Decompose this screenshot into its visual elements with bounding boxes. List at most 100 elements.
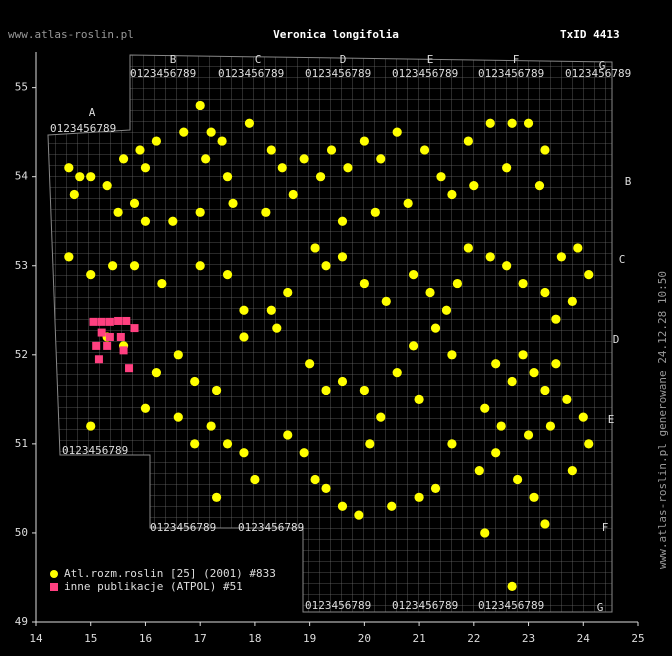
point bbox=[261, 207, 271, 217]
point bbox=[116, 333, 125, 341]
point bbox=[414, 492, 424, 502]
point bbox=[485, 118, 495, 128]
point bbox=[425, 287, 435, 298]
point bbox=[529, 368, 539, 378]
atpol-letter: F bbox=[602, 521, 609, 534]
y-tick-label: 54 bbox=[15, 170, 29, 183]
point bbox=[113, 207, 123, 217]
point bbox=[359, 278, 369, 289]
point bbox=[135, 145, 145, 155]
atpol-letter: B bbox=[625, 175, 632, 188]
x-tick-label: 16 bbox=[139, 632, 152, 645]
point bbox=[387, 501, 397, 511]
point bbox=[151, 368, 161, 378]
point bbox=[337, 501, 348, 511]
point bbox=[376, 154, 386, 164]
point bbox=[452, 278, 462, 289]
site: www.atlas-roslin.pl bbox=[8, 28, 134, 41]
point bbox=[75, 172, 85, 182]
point bbox=[97, 328, 106, 337]
legend-label: inne publikacje (ATPOL) #51 bbox=[64, 580, 243, 593]
point bbox=[195, 100, 205, 111]
atpol-digits: 0123456789 bbox=[62, 444, 128, 457]
point bbox=[370, 207, 380, 217]
point bbox=[518, 278, 528, 289]
point bbox=[272, 323, 282, 333]
point bbox=[584, 270, 594, 280]
point bbox=[513, 474, 523, 485]
point bbox=[190, 439, 200, 449]
point bbox=[206, 421, 216, 431]
point bbox=[266, 145, 276, 155]
x-tick-label: 25 bbox=[631, 632, 644, 645]
point bbox=[337, 252, 348, 262]
point bbox=[529, 492, 539, 502]
point bbox=[321, 261, 331, 271]
point bbox=[212, 492, 222, 502]
atpol-letter: D bbox=[340, 53, 347, 66]
point bbox=[108, 261, 118, 271]
point bbox=[222, 270, 233, 280]
atpol-letter: G bbox=[599, 59, 606, 72]
atpol-letter: E bbox=[427, 53, 434, 66]
point bbox=[562, 394, 572, 404]
y-tick-label: 49 bbox=[15, 615, 28, 628]
atpol-digits: 0123456789 bbox=[305, 67, 371, 80]
point bbox=[496, 421, 506, 431]
point bbox=[430, 323, 441, 333]
point bbox=[469, 180, 479, 191]
point bbox=[299, 448, 309, 458]
point bbox=[266, 305, 276, 315]
point bbox=[463, 136, 473, 146]
point bbox=[540, 385, 550, 396]
point bbox=[343, 163, 353, 173]
point bbox=[381, 296, 391, 306]
point bbox=[414, 394, 424, 404]
point bbox=[326, 145, 337, 155]
point bbox=[69, 189, 79, 200]
point bbox=[103, 341, 112, 350]
atpol-digits: 0123456789 bbox=[238, 521, 304, 534]
atpol-letter: E bbox=[608, 413, 615, 426]
atpol-letter: A bbox=[89, 106, 96, 119]
chart-title: Veronica longifolia bbox=[273, 28, 399, 41]
point bbox=[250, 474, 260, 485]
x-tick-label: 21 bbox=[412, 632, 425, 645]
point bbox=[359, 385, 369, 396]
x-tick-label: 22 bbox=[467, 632, 480, 645]
point bbox=[283, 430, 293, 440]
point bbox=[64, 252, 74, 262]
point bbox=[173, 350, 183, 360]
point bbox=[140, 216, 151, 226]
point bbox=[578, 412, 588, 422]
atpol-digits: 0123456789 bbox=[392, 599, 458, 612]
point bbox=[86, 421, 96, 431]
point bbox=[507, 118, 517, 128]
atpol-digits: 0123456789 bbox=[565, 67, 631, 80]
x-tick-label: 17 bbox=[194, 632, 207, 645]
point bbox=[206, 127, 216, 137]
atpol-letter: G bbox=[597, 601, 604, 614]
point bbox=[556, 252, 566, 262]
taxon-id: TxID 4413 bbox=[560, 28, 620, 41]
point bbox=[502, 261, 512, 271]
atpol-letter: B bbox=[170, 53, 177, 66]
x-tick-label: 19 bbox=[303, 632, 316, 645]
x-tick-label: 23 bbox=[522, 632, 535, 645]
point bbox=[92, 341, 101, 350]
legend-marker bbox=[50, 570, 58, 578]
point bbox=[365, 439, 375, 449]
atpol-digits: 0123456789 bbox=[478, 67, 544, 80]
point bbox=[321, 385, 331, 396]
point bbox=[102, 180, 112, 191]
point bbox=[129, 198, 140, 209]
point bbox=[491, 359, 501, 369]
point bbox=[140, 403, 151, 413]
atpol-digits: 0123456789 bbox=[218, 67, 284, 80]
point bbox=[447, 350, 457, 360]
point bbox=[299, 154, 309, 164]
x-tick-label: 24 bbox=[577, 632, 591, 645]
point bbox=[130, 324, 139, 333]
point bbox=[337, 376, 348, 387]
